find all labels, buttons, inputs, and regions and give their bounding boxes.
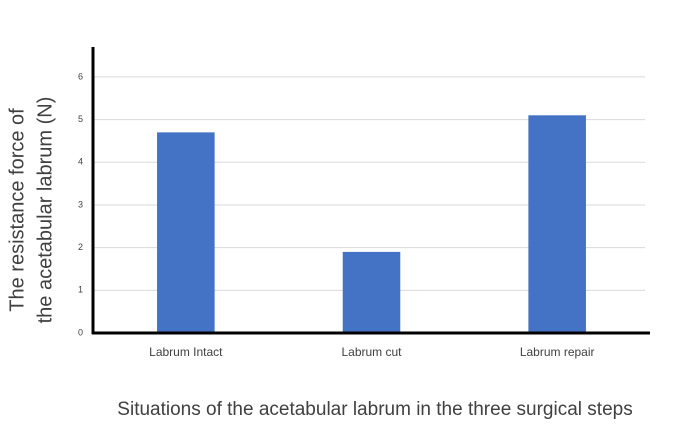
y-axis-label: The resistance force of [6, 108, 28, 312]
y-tick-label: 6 [78, 71, 83, 81]
x-tick-label: Labrum cut [341, 345, 402, 359]
x-tick-label: Labrum repair [520, 345, 595, 359]
y-tick-label: 1 [78, 285, 83, 295]
y-tick-label: 0 [78, 327, 83, 337]
y-tick-label: 4 [78, 157, 83, 167]
y-tick-label: 5 [78, 114, 83, 124]
y-axis-label: the acetabular labrum (N) [34, 97, 56, 324]
y-tick-label: 3 [78, 199, 83, 209]
bar [342, 251, 401, 333]
x-axis-label: Situations of the acetabular labrum in t… [117, 399, 632, 420]
bar [157, 132, 215, 333]
x-tick-label: Labrum Intact [149, 345, 223, 359]
bar [528, 115, 586, 333]
y-tick-label: 2 [78, 242, 83, 252]
